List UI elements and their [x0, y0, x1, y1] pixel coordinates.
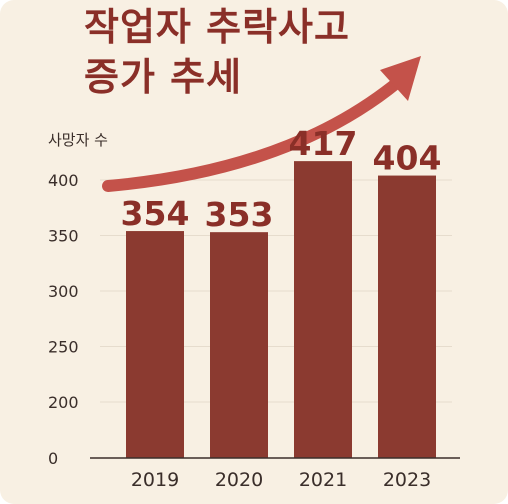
data-label: 404: [373, 139, 442, 178]
chart-title: 작업자 추락사고 증가 추세: [84, 2, 350, 102]
bar: [294, 161, 352, 458]
x-tick-label: 2020: [215, 469, 263, 491]
x-tick-label: 2021: [299, 469, 347, 491]
trend-arrow: [102, 56, 421, 192]
trend-arrow-head: [380, 56, 421, 101]
data-label: 353: [205, 195, 274, 234]
y-tick-label: 300: [48, 282, 79, 301]
x-tick-label: 2023: [383, 469, 431, 491]
y-tick-label: 350: [48, 227, 79, 246]
bars: [126, 161, 436, 458]
y-tick-label: 400: [48, 171, 79, 190]
data-label: 354: [121, 194, 190, 233]
y-tick-label: 0: [48, 449, 58, 468]
bar: [210, 232, 268, 458]
bar: [126, 231, 184, 458]
y-axis-label: 사망자 수: [48, 131, 108, 149]
chart-title-line-1: 작업자 추락사고: [84, 5, 350, 49]
y-tick-label: 250: [48, 338, 79, 357]
x-tick-label: 2019: [131, 469, 179, 491]
y-tick-label: 200: [48, 393, 79, 412]
x-axis-ticks: 2019 2020 2021 2023: [131, 469, 431, 491]
y-axis-ticks: 0 200 250 300 350 400: [48, 171, 79, 468]
trend-arrow-shaft: [102, 76, 404, 192]
data-label: 417: [289, 124, 358, 163]
bar: [378, 175, 436, 458]
chart-title-line-2: 증가 추세: [84, 55, 243, 99]
data-labels: 354 353 417 404: [121, 124, 442, 234]
